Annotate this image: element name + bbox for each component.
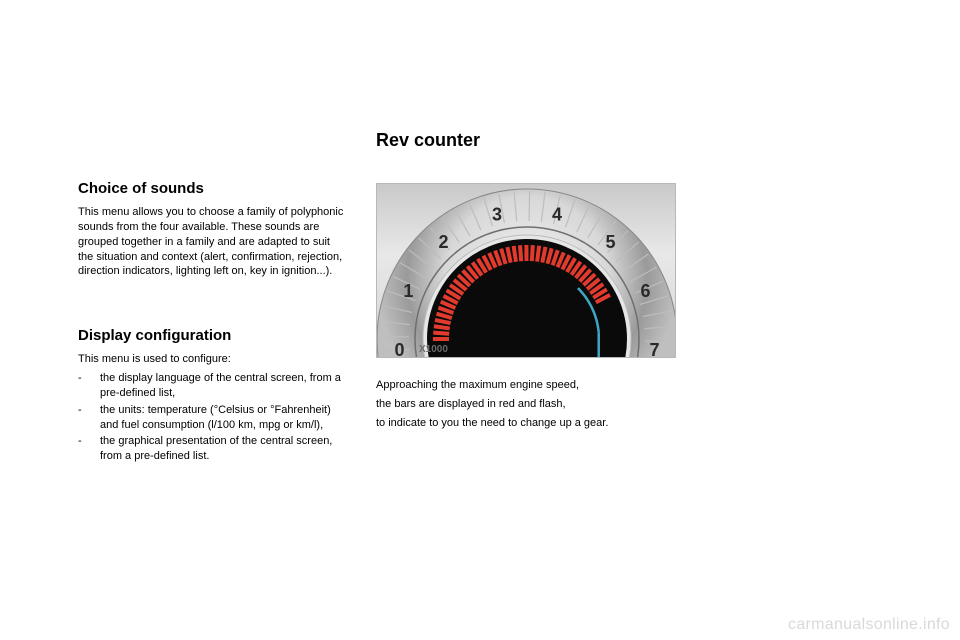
display-config-intro: This menu is used to configure: [78,352,348,367]
page-title: Rev counter [376,130,686,151]
svg-text:0: 0 [394,340,404,358]
svg-text:X1000: X1000 [419,344,448,355]
caption-line-3: to indicate to you the need to change up… [376,416,686,431]
choice-of-sounds-title: Choice of sounds [78,180,348,197]
svg-text:2: 2 [438,232,448,252]
svg-text:7: 7 [650,340,660,358]
list-item: -the display language of the central scr… [78,371,348,401]
list-item: -the units: temperature (°Celsius or °Fa… [78,403,348,433]
svg-text:1: 1 [403,281,413,301]
choice-of-sounds-section: Choice of sounds This menu allows you to… [78,180,348,279]
watermark: carmanualsonline.info [788,616,950,634]
display-config-list: -the display language of the central scr… [78,371,348,464]
caption-line-1: Approaching the maximum engine speed, [376,378,686,393]
display-config-title: Display configuration [78,327,348,344]
svg-text:5: 5 [605,232,615,252]
svg-text:3: 3 [492,205,502,225]
caption-line-2: the bars are displayed in red and flash, [376,397,686,412]
svg-text:4: 4 [552,205,562,225]
list-item: -the graphical presentation of the centr… [78,434,348,464]
choice-of-sounds-body: This menu allows you to choose a family … [78,205,348,279]
svg-text:6: 6 [641,281,651,301]
display-config-section: Display configuration This menu is used … [78,327,348,464]
rev-counter-gauge: 0 1 2 3 4 5 6 7 X1000 [376,183,676,358]
